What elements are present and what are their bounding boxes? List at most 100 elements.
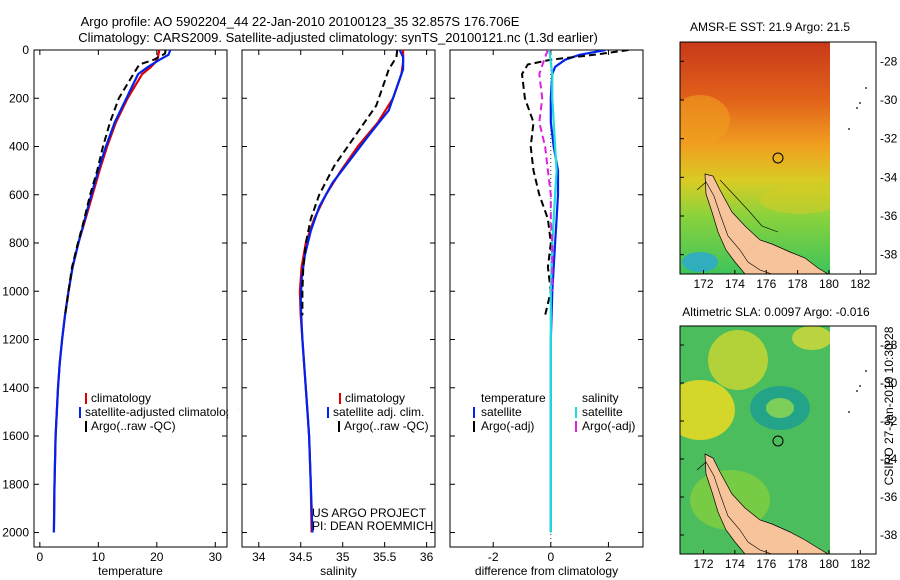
- difference-legend: temperature satellite Argo(-adj) salinit…: [473, 391, 635, 433]
- legend-label-argo: Argo(..raw -QC): [91, 419, 176, 433]
- land-northland: [704, 173, 829, 274]
- sst-cold-patch: [682, 252, 718, 272]
- map-y-tick-label: -32: [880, 414, 898, 428]
- temperature-panel: 0 10 20 30 temperature 0 200 400 600 800 1000 1200 1…: [2, 43, 228, 578]
- plot-frame: [33, 49, 228, 548]
- map-x-tick-label: 174: [725, 557, 745, 571]
- x-tick-label: 36: [420, 550, 434, 564]
- legend-label-satellite: satellite-adjusted climatology: [85, 405, 238, 419]
- map-y-tick-label: -34: [880, 452, 898, 466]
- y-tick-label: 1800: [2, 477, 29, 491]
- temperature-legend: climatology satellite-adjusted climatolo…: [79, 391, 238, 433]
- salinity-legend: climatology satellite adj. clim. Argo(..…: [327, 391, 429, 433]
- land-northland: [704, 453, 829, 554]
- sla-map-frame: [679, 325, 877, 555]
- shelf-contour: [696, 461, 773, 554]
- map-x-tick-label: 176: [756, 277, 776, 291]
- x-tick-label: 0: [547, 550, 554, 564]
- legend-label-climatology: climatology: [91, 391, 151, 405]
- x-tick-label: 10: [92, 550, 106, 564]
- sla-map-axes: 172 174 176 178 180 182 -28 -30 -32 -34 -36 -38: [680, 338, 898, 571]
- series-satellite-adj-clim: [299, 50, 405, 533]
- sla-high-patch-ne: [792, 326, 830, 350]
- salinity-panel: 34 34.5 35 35.5 36 salinity: [241, 49, 436, 578]
- x-tick-label: 2: [605, 550, 612, 564]
- map-y-tick-label: -28: [880, 338, 898, 352]
- series-salinity-satellite: [548, 50, 558, 533]
- title-line-2: Climatology: CARS2009. Satellite-adjuste…: [78, 30, 598, 45]
- series-group: [52, 50, 172, 533]
- sst-warm-patch: [680, 95, 730, 145]
- map-x-tick-label: 172: [694, 557, 714, 571]
- map-x-tick-label: 180: [819, 557, 839, 571]
- legend-clip-mask: [228, 400, 238, 422]
- y-tick-label: 400: [9, 140, 29, 154]
- sst-map: AMSR-E SST: 21.9 Argo: 21.5 172 174 176 178…: [679, 20, 898, 291]
- x-axis-label: temperature: [98, 564, 163, 578]
- map-y-tick-label: -34: [880, 170, 898, 184]
- legend-label-sal-satellite: satellite: [582, 405, 623, 419]
- x-tick-label: 34.5: [289, 550, 313, 564]
- sst-map-frame: [679, 41, 877, 275]
- series-group: [521, 50, 629, 533]
- x-tick-label: 35.5: [373, 550, 397, 564]
- plot-frame: [241, 49, 436, 548]
- island-dots: [848, 87, 867, 130]
- legend-label-sal-argo: Argo(-adj): [582, 419, 635, 433]
- map-y-tick-label: -38: [880, 528, 898, 542]
- title-line-1: Argo profile: AO 5902204_44 22-Jan-2010 …: [81, 14, 520, 29]
- project-line-2: PI: DEAN ROEMMICH: [312, 519, 433, 533]
- map-y-tick-label: -36: [880, 209, 898, 223]
- y-tick-label: 1200: [2, 333, 29, 347]
- x-tick-label: 20: [150, 550, 164, 564]
- shelf-contour: [696, 181, 773, 274]
- y-tick-label: 200: [9, 91, 29, 105]
- project-line-1: US ARGO PROJECT: [312, 506, 427, 520]
- side-timestamp-label: CSIRO 27-Jan-2010 10:30:28: [882, 326, 896, 485]
- x-tick-label: 30: [209, 550, 223, 564]
- sla-high-patch-north: [708, 330, 768, 390]
- y-tick-label: 2000: [2, 526, 29, 540]
- map-y-tick-label: -38: [880, 248, 898, 262]
- x-tick-label: 35: [336, 550, 350, 564]
- series-temperature-argo-adj: [521, 50, 629, 316]
- series-salinity-argo-adj: [538, 50, 554, 292]
- map-y-tick-label: -32: [880, 132, 898, 146]
- sla-high-patch-west: [680, 380, 735, 440]
- map-x-tick-label: 176: [756, 557, 776, 571]
- x-tick-label: -2: [488, 550, 499, 564]
- sst-cool-patch: [760, 186, 830, 214]
- legend-label-climatology: climatology: [345, 391, 405, 405]
- map-x-tick-label: 180: [819, 277, 839, 291]
- map-x-tick-label: 178: [788, 557, 808, 571]
- y-tick-label: 800: [9, 236, 29, 250]
- legend-label-argo: Argo(..raw -QC): [344, 419, 429, 433]
- sla-float-marker: [772, 435, 784, 447]
- map-x-tick-label: 182: [850, 277, 870, 291]
- sst-map-title: AMSR-E SST: 21.9 Argo: 21.5: [690, 20, 850, 34]
- sla-eddy-core: [766, 398, 794, 418]
- series-argo-raw-qc: [64, 50, 167, 316]
- legend-label-temp-argo: Argo(-adj): [481, 419, 534, 433]
- x-axis-label: salinity: [320, 564, 357, 578]
- y-tick-label: 1000: [2, 284, 29, 298]
- y-tick-label: 0: [22, 43, 29, 57]
- map-y-tick-label: -36: [880, 490, 898, 504]
- map-y-tick-label: -30: [880, 376, 898, 390]
- shelf-contour-outer: [719, 179, 779, 233]
- sla-map-title: Altimetric SLA: 0.0097 Argo: -0.016: [682, 305, 870, 319]
- plot-frame: [449, 49, 644, 548]
- map-y-tick-label: -28: [880, 54, 898, 68]
- sla-map: Altimetric SLA: 0.0097 Argo: -0.016 172 1…: [679, 305, 898, 571]
- map-x-tick-label: 174: [725, 277, 745, 291]
- map-x-tick-label: 178: [788, 277, 808, 291]
- island-dots: [848, 370, 867, 413]
- legend-heading-temperature: temperature: [481, 391, 546, 405]
- y-tick-label: 600: [9, 188, 29, 202]
- y-tick-label: 1600: [2, 429, 29, 443]
- series-argo-raw-qc: [301, 50, 399, 316]
- legend-label-temp-satellite: satellite: [481, 405, 522, 419]
- map-x-tick-label: 172: [694, 277, 714, 291]
- legend-heading-salinity: salinity: [582, 391, 619, 405]
